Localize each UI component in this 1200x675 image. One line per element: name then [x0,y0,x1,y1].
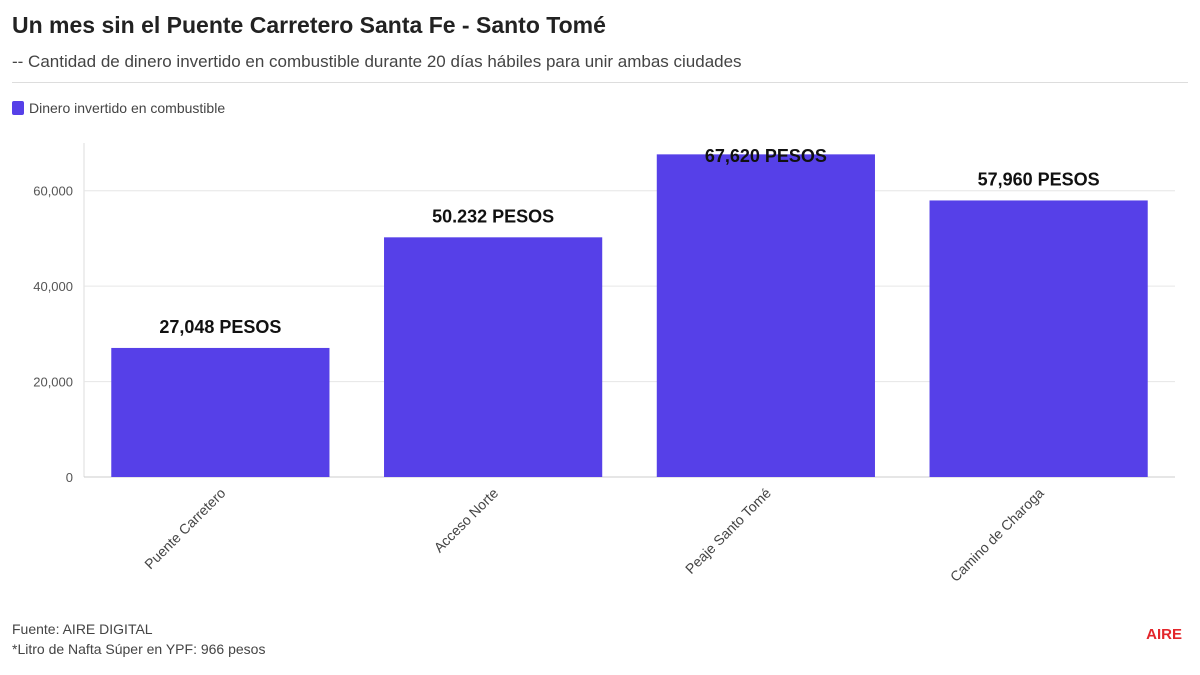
category-label: Camino de Charoga [947,485,1047,585]
header-divider [12,82,1188,83]
legend-swatch [12,101,24,115]
bar [111,347,330,477]
category-label: Puente Carretero [141,485,228,572]
aire-logo: AIRE [1146,626,1182,643]
chart-subtitle: -- Cantidad de dinero invertido en combu… [12,52,742,71]
data-label: 67,620 PESOS [705,146,827,166]
data-label: 57,960 PESOS [978,169,1100,189]
category-label: Peaje Santo Tomé [682,485,774,577]
y-tick-label: 20,000 [33,375,73,390]
bar [929,200,1148,477]
y-tick-label: 60,000 [33,184,73,199]
data-label: 50.232 PESOS [432,206,554,226]
y-tick-label: 0 [66,470,73,485]
data-label: 27,048 PESOS [159,317,281,337]
bar [384,237,603,477]
legend-label: Dinero invertido en combustible [29,100,226,116]
chart-title: Un mes sin el Puente Carretero Santa Fe … [12,12,606,38]
y-tick-label: 40,000 [33,279,73,294]
footer: Fuente: AIRE DIGITAL *Litro de Nafta Súp… [12,619,265,659]
source-note: Fuente: AIRE DIGITAL [12,621,153,637]
legend: Dinero invertido en combustible [12,100,225,116]
bar [656,154,875,477]
category-label: Acceso Norte [431,485,502,556]
price-note: *Litro de Nafta Súper en YPF: 966 pesos [12,641,266,657]
